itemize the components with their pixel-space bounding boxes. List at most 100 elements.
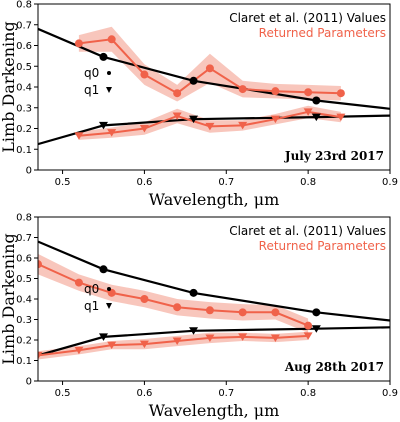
returned-q1-point [74, 346, 84, 355]
returned-q0-point [304, 321, 313, 330]
x-tick-label: 0.7 [218, 177, 234, 188]
y-tick-label: 0.2 [16, 336, 32, 347]
y-tick-label: 0.1 [16, 145, 32, 156]
chart-panel-2: 0 0.1 0.2 0.3 0.4 0.5 0.6 0.7 0.8 0.5 0.6 0.7 0.8 0.9… [0, 213, 398, 421]
claret-q1-point [311, 113, 321, 122]
returned-q1-point [38, 351, 43, 360]
y-tick-label: 0.8 [16, 213, 32, 224]
q1-label: q1 [84, 83, 99, 97]
returned-q0-point [38, 260, 42, 269]
y-tick-label: 0 [26, 166, 32, 177]
returned-q0-point [238, 308, 247, 317]
returned-q1-point [303, 332, 313, 340]
y-tick-label: 0.6 [16, 254, 32, 265]
claret-q0-point [189, 288, 198, 297]
claret-q0-point [189, 76, 198, 85]
returned-q1-point [107, 341, 117, 350]
x-tick-label: 0.9 [382, 388, 398, 399]
q1-marker-key [106, 87, 112, 93]
returned-q0-point [205, 306, 214, 315]
returned-q1-point [336, 113, 346, 122]
q0-marker-key [107, 71, 111, 75]
claret-q1-point [98, 333, 108, 341]
claret-q1-point [189, 115, 199, 124]
q1-marker-key [106, 303, 112, 309]
y-tick-label: 0.2 [16, 124, 32, 135]
plot-area [38, 26, 390, 146]
x-tick-label: 0.8 [300, 177, 316, 188]
y-tick-label: 0.7 [16, 20, 32, 31]
y-tick-label: 0.1 [16, 356, 32, 367]
y-axis-label: Limb Darkening [0, 21, 18, 152]
returned-q1-point [238, 121, 248, 130]
date-annotation: Aug 28th 2017 [284, 360, 384, 374]
returned-q1-point [238, 333, 248, 341]
returned_q1-error-band [38, 331, 309, 360]
returned-q0-point [271, 308, 280, 317]
returned-q0-point [107, 35, 116, 44]
returned-q1-point [205, 334, 215, 342]
returned-q0-point [74, 278, 83, 287]
y-tick-label: 0.4 [16, 295, 32, 306]
returned-q1-point [270, 334, 280, 342]
returned-q1-point [205, 122, 215, 131]
x-tick-label: 0.6 [136, 177, 152, 188]
q0-label: q0 [84, 66, 99, 80]
legend-returned: Returned Parameters [259, 239, 386, 253]
y-tick-label: 0.3 [16, 315, 32, 326]
claret-q0-point [99, 52, 108, 61]
plot-area [38, 240, 390, 360]
date-annotation: July 23rd 2017 [284, 149, 384, 163]
returned-q1-point [172, 112, 182, 121]
returned-q1-point [107, 129, 117, 137]
claret-q0-point [312, 308, 321, 317]
returned_q0-error-band [38, 253, 309, 333]
returned-q0-point [140, 70, 149, 79]
returned-q0-point [205, 64, 214, 73]
returned-q1-point [139, 340, 149, 349]
x-axis-label: Wavelength, μm [149, 190, 280, 209]
returned-q1-point [74, 132, 84, 140]
returned-q1-point [303, 108, 313, 116]
legend-claret: Claret et al. (2011) Values [229, 11, 386, 25]
returned_q0-error-band [78, 26, 341, 102]
y-tick-label: 0.3 [16, 103, 32, 114]
chart-panel-1: 0 0.1 0.2 0.3 0.4 0.5 0.6 0.7 0.8 0.5 0.6 0.7 0.8 0.9… [0, 0, 398, 209]
returned-q0-point [173, 303, 182, 312]
x-tick-label: 0.7 [218, 388, 234, 399]
y-tick-label: 0.5 [16, 62, 32, 73]
x-axis-label: Wavelength, μm [149, 401, 280, 420]
claret-q1-point [98, 121, 108, 130]
returned_q1-error-band [78, 105, 341, 140]
returned-q0-point [238, 85, 247, 94]
returned-q0-point [74, 39, 83, 48]
y-tick-label: 0.5 [16, 274, 32, 285]
x-tick-label: 0.5 [55, 388, 71, 399]
returned-q0-point [140, 295, 149, 303]
q0-marker-key [107, 287, 111, 291]
x-tick-label: 0.9 [382, 177, 398, 188]
claret-q0-point [99, 265, 108, 274]
x-tick-label: 0.6 [136, 388, 152, 399]
claret-q1-point [189, 327, 199, 335]
returned-q0-point [271, 87, 280, 96]
y-tick-label: 0.7 [16, 233, 32, 244]
q1-label: q1 [84, 299, 99, 313]
x-tick-label: 0.8 [300, 388, 316, 399]
x-tick-label: 0.5 [55, 177, 71, 188]
y-tick-label: 0.8 [16, 0, 32, 11]
claret-q1-point [311, 325, 321, 333]
returned-q1-point [270, 115, 280, 124]
returned-q0-point [336, 89, 345, 98]
legend-returned: Returned Parameters [259, 26, 386, 40]
q0-label: q0 [84, 282, 99, 296]
returned-q0-point [304, 88, 313, 97]
returned-q1-point [172, 337, 182, 346]
returned-q0-point [173, 89, 182, 98]
y-axis-label: Limb Darkening [0, 233, 18, 364]
claret-q0-point [312, 96, 321, 105]
legend-claret: Claret et al. (2011) Values [229, 224, 386, 238]
y-tick-label: 0.4 [16, 83, 32, 94]
returned-q1-point [139, 125, 149, 133]
